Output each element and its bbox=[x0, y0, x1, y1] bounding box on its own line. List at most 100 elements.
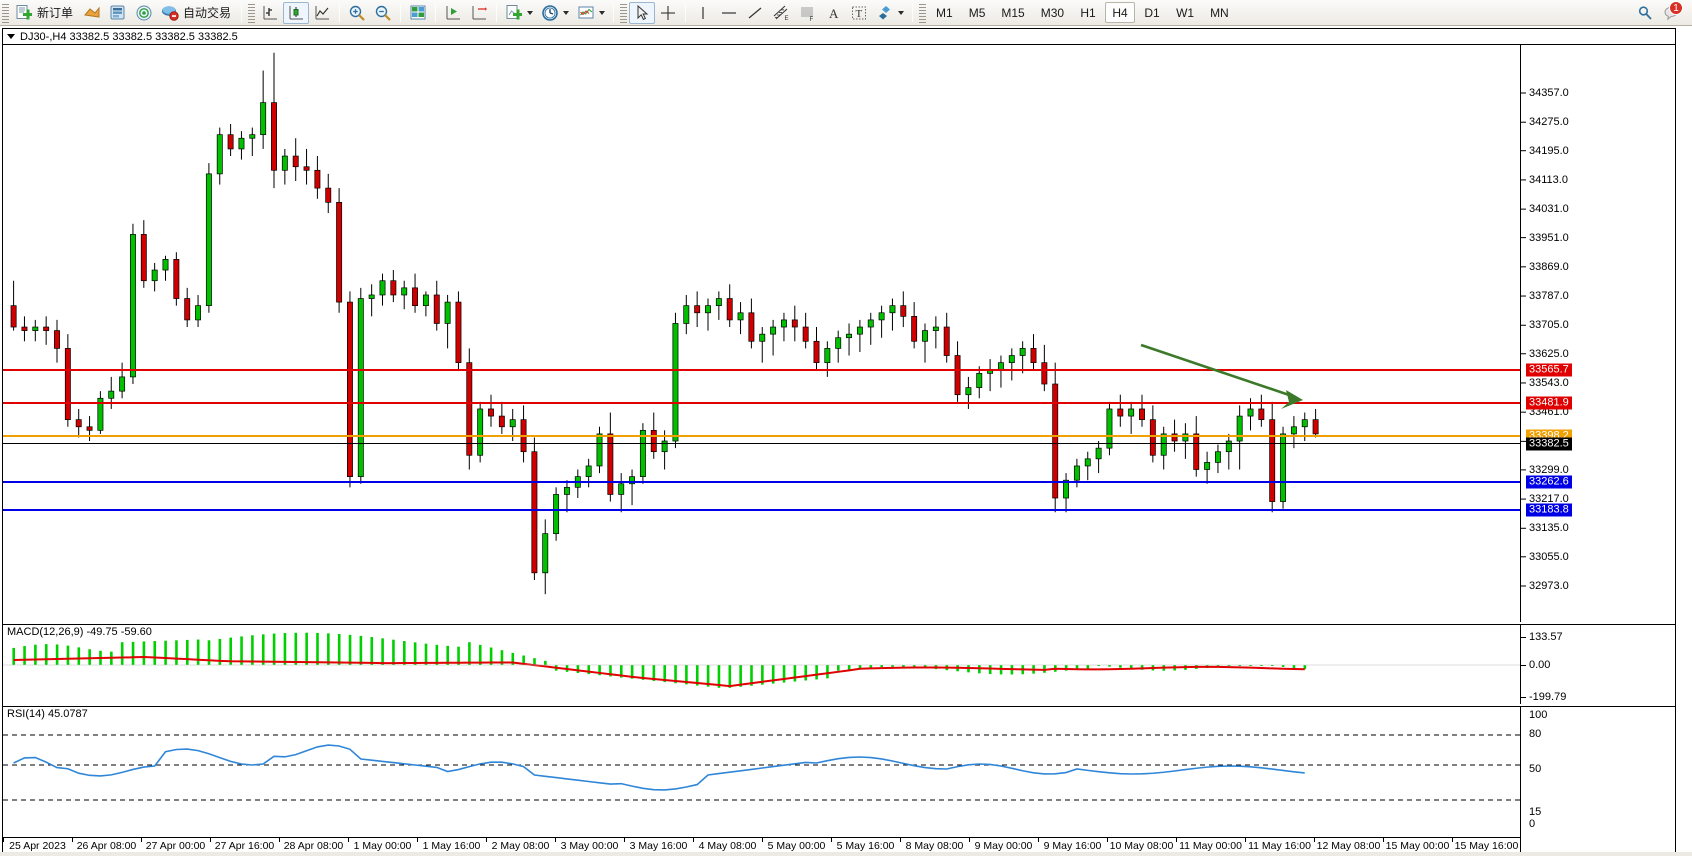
toolbar-divider-8 bbox=[912, 3, 914, 22]
chevron-down-icon[interactable] bbox=[527, 10, 534, 15]
trendline-button[interactable] bbox=[742, 2, 768, 24]
time-axis-tick bbox=[762, 838, 763, 842]
time-axis-tick bbox=[900, 838, 901, 842]
price-level-badge-last-price[interactable]: 33382.5 bbox=[1526, 437, 1572, 451]
price-axis-tick-label: 33543.0 bbox=[1529, 376, 1569, 389]
status-bar bbox=[0, 852, 1692, 856]
timeframe-d1[interactable]: D1 bbox=[1144, 5, 1160, 20]
timeframe-w1[interactable]: W1 bbox=[1176, 5, 1195, 20]
fibonacci-button[interactable]: F bbox=[794, 2, 820, 24]
time-axis-tick bbox=[210, 838, 211, 842]
bar-chart-button[interactable] bbox=[257, 2, 283, 24]
macd-axis-tick-label: 133.57 bbox=[1529, 631, 1563, 643]
time-axis-label: 27 Apr 16:00 bbox=[214, 840, 275, 852]
text-icon: A bbox=[824, 4, 842, 22]
text-button[interactable]: A bbox=[820, 2, 846, 24]
rsi-label: RSI(14) 45.0787 bbox=[7, 708, 88, 720]
chevron-down-icon[interactable] bbox=[599, 10, 606, 15]
price-level-badge-support[interactable]: 33262.6 bbox=[1526, 475, 1572, 489]
auto-trading-button[interactable]: 自动交易 bbox=[157, 2, 237, 24]
indicators-list-button[interactable] bbox=[79, 2, 105, 24]
timeframe-h4[interactable]: H4 bbox=[1105, 2, 1136, 23]
auto-scroll-button[interactable] bbox=[440, 2, 466, 24]
chart-menu-icon[interactable] bbox=[7, 34, 15, 39]
rsi-axis[interactable]: 100 80 50 15 0 bbox=[1520, 707, 1675, 853]
line-chart-button[interactable] bbox=[309, 2, 335, 24]
toolbar-grip-1[interactable] bbox=[2, 2, 9, 23]
main-toolbar: 新订单 bbox=[0, 0, 1692, 26]
timeframe-m5[interactable]: M5 bbox=[968, 5, 986, 20]
price-pane[interactable]: 34357.0 34275.0 34195.0 34113.0 34031.0 33951… bbox=[3, 44, 1675, 622]
level-line-pivot[interactable] bbox=[3, 435, 1521, 437]
price-level-badge-support[interactable]: 33183.8 bbox=[1526, 503, 1572, 517]
zoom-in-button[interactable] bbox=[344, 2, 370, 24]
period-button[interactable] bbox=[537, 2, 573, 24]
toolbar-grip-2[interactable] bbox=[248, 2, 256, 23]
data-window-button[interactable] bbox=[405, 2, 431, 24]
level-line-support-1[interactable] bbox=[3, 481, 1521, 483]
chart-frame[interactable]: DJ30-,H4 33382.5 33382.5 33382.5 33382.5… bbox=[2, 28, 1676, 854]
time-axis-label: 15 May 00:00 bbox=[1385, 840, 1450, 852]
time-axis-label: 10 May 08:00 bbox=[1109, 840, 1174, 852]
price-axis-tick-label: 34195.0 bbox=[1529, 144, 1569, 157]
svg-text:T: T bbox=[856, 8, 863, 20]
price-level-badge-resistance[interactable]: 33565.7 bbox=[1526, 363, 1572, 377]
time-axis[interactable]: 25 Apr 2023 26 Apr 08:00 27 Apr 00:00 27 Ap… bbox=[3, 837, 1521, 853]
chart-window[interactable]: DJ30-,H4 33382.5 33382.5 33382.5 33382.5… bbox=[0, 26, 1692, 856]
level-line-resistance-1[interactable] bbox=[3, 369, 1521, 371]
macd-pane[interactable]: MACD(12,26,9) -49.75 -59.60 133.57 0.00 -1… bbox=[3, 624, 1675, 704]
strategy-tester-button[interactable] bbox=[105, 2, 131, 24]
signals-button[interactable] bbox=[131, 2, 157, 24]
time-axis-tick bbox=[969, 838, 970, 842]
toolbar-grip-4[interactable] bbox=[919, 2, 927, 23]
templates-button[interactable] bbox=[573, 2, 609, 24]
data-window-icon bbox=[409, 4, 427, 22]
price-axis-tick-label: 33787.0 bbox=[1529, 290, 1569, 303]
macd-axis-tick-label: 0.00 bbox=[1529, 659, 1551, 671]
chat-button[interactable]: 1 bbox=[1658, 0, 1686, 24]
price-level-badge-resistance[interactable]: 33481.9 bbox=[1526, 396, 1572, 410]
level-line-support-2[interactable] bbox=[3, 509, 1521, 511]
rsi-axis-tick-label: 100 bbox=[1529, 709, 1548, 721]
rsi-pane[interactable]: RSI(14) 45.0787 100 80 50 15 0 25 Apr 2023 26… bbox=[3, 706, 1675, 853]
timeframe-m15[interactable]: M15 bbox=[1001, 5, 1025, 20]
objects-button[interactable] bbox=[872, 2, 908, 24]
templates-icon bbox=[577, 4, 595, 22]
chart-shift-button[interactable] bbox=[466, 2, 492, 24]
trendline-arrow-annotation[interactable] bbox=[3, 45, 1521, 622]
price-plot[interactable] bbox=[3, 45, 1521, 622]
new-chart-button[interactable] bbox=[501, 2, 537, 24]
crosshair-button[interactable] bbox=[655, 2, 681, 24]
macd-label: MACD(12,26,9) -49.75 -59.60 bbox=[7, 626, 152, 638]
search-button[interactable] bbox=[1632, 2, 1658, 24]
text-label-button[interactable]: T bbox=[846, 2, 872, 24]
cursor-button[interactable] bbox=[629, 1, 656, 24]
candlestick-chart-button[interactable] bbox=[283, 1, 310, 24]
equidistant-channel-button[interactable]: E bbox=[768, 2, 794, 24]
time-axis-label: 26 Apr 08:00 bbox=[76, 840, 137, 852]
level-line-resistance-2[interactable] bbox=[3, 402, 1521, 404]
timeframe-m1[interactable]: M1 bbox=[936, 5, 953, 20]
time-axis-label: 12 May 08:00 bbox=[1316, 840, 1381, 852]
macd-series bbox=[3, 632, 1521, 688]
candlestick-chart-icon bbox=[287, 4, 305, 22]
vertical-line-button[interactable] bbox=[690, 2, 716, 24]
rsi-plot[interactable] bbox=[3, 707, 1521, 837]
time-axis-tick bbox=[72, 838, 73, 842]
time-axis-label: 2 May 08:00 bbox=[491, 840, 550, 852]
chevron-down-icon[interactable] bbox=[898, 10, 905, 15]
chat-badge: 1 bbox=[1669, 0, 1683, 15]
toolbar-grip-3[interactable] bbox=[620, 2, 628, 23]
macd-plot[interactable] bbox=[3, 625, 1521, 704]
new-order-button[interactable]: 新订单 bbox=[11, 2, 79, 24]
zoom-out-button[interactable] bbox=[370, 2, 396, 24]
chevron-down-icon[interactable] bbox=[563, 10, 570, 15]
timeframe-mn[interactable]: MN bbox=[1210, 5, 1229, 20]
price-axis[interactable]: 34357.0 34275.0 34195.0 34113.0 34031.0 33951… bbox=[1520, 45, 1675, 622]
fibonacci-icon: F bbox=[798, 4, 816, 22]
macd-axis[interactable]: 133.57 0.00 -199.79 bbox=[1520, 625, 1675, 704]
auto-scroll-icon bbox=[444, 4, 462, 22]
timeframe-h1[interactable]: H1 bbox=[1080, 5, 1096, 20]
horizontal-line-button[interactable] bbox=[716, 2, 742, 24]
timeframe-m30[interactable]: M30 bbox=[1040, 5, 1065, 20]
